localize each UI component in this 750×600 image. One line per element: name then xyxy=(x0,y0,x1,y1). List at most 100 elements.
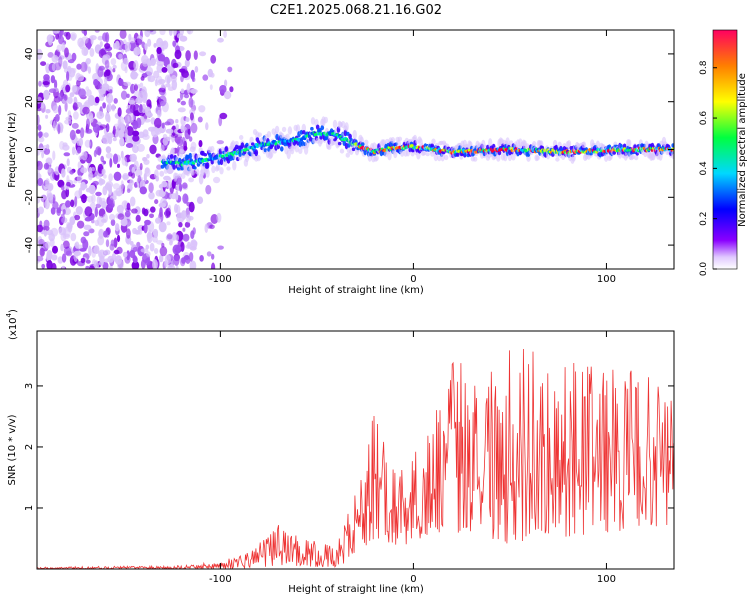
noise-mark xyxy=(185,117,190,123)
x-tick-label: -100 xyxy=(209,274,232,285)
noise-mark xyxy=(124,41,131,52)
signal-halo xyxy=(352,129,357,140)
svg-text:(x104): (x104) xyxy=(5,309,19,340)
noise-mark xyxy=(183,255,190,260)
noise-mark xyxy=(120,180,124,191)
noise-mark xyxy=(39,247,45,257)
noise-mark xyxy=(66,181,71,187)
signal-halo xyxy=(160,144,165,152)
noise-mark xyxy=(154,169,159,180)
noise-mark xyxy=(106,132,114,139)
noise-mark xyxy=(96,195,101,205)
signal-halo xyxy=(257,132,262,137)
noise-mark xyxy=(113,98,118,104)
noise-mark xyxy=(120,150,124,159)
noise-mark xyxy=(105,152,113,159)
noise-mark xyxy=(145,244,150,250)
noise-mark xyxy=(140,259,146,269)
signal-halo xyxy=(177,173,182,178)
noise-mark xyxy=(128,37,137,44)
noise-mark xyxy=(94,219,100,227)
noise-mark xyxy=(120,217,128,227)
noise-mark xyxy=(184,93,190,99)
noise-mark xyxy=(88,170,93,181)
noise-mark xyxy=(175,119,179,124)
noise-mark xyxy=(61,168,66,178)
noise-mark xyxy=(105,93,114,104)
noise-mark xyxy=(143,118,151,123)
signal-edge xyxy=(176,167,181,171)
noise-mark xyxy=(176,138,184,147)
noise-mark xyxy=(190,89,197,94)
noise-mark xyxy=(219,112,228,120)
noise-mark xyxy=(111,104,116,112)
signal-halo xyxy=(286,149,291,160)
signal-halo xyxy=(294,143,299,153)
noise-mark xyxy=(189,146,196,153)
signal-edge xyxy=(193,166,197,170)
noise-mark xyxy=(177,98,181,103)
noise-mark xyxy=(146,232,153,239)
colorbar-tick-label: 0.2 xyxy=(699,212,709,226)
noise-mark xyxy=(159,170,165,177)
noise-mark xyxy=(88,245,92,257)
noise-mark xyxy=(209,224,215,230)
noise-mark xyxy=(96,111,105,120)
signal-halo xyxy=(581,141,587,149)
noise-mark xyxy=(224,79,228,87)
noise-mark xyxy=(88,166,92,174)
noise-mark xyxy=(63,94,68,101)
colorbar-tick-label: 0.4 xyxy=(699,161,709,176)
signal-halo xyxy=(215,163,221,171)
noise-mark xyxy=(166,181,173,189)
noise-mark xyxy=(172,40,177,47)
noise-mark xyxy=(46,34,54,43)
noise-mark xyxy=(87,43,92,50)
noise-mark xyxy=(37,255,44,262)
noise-mark xyxy=(148,182,154,193)
noise-mark xyxy=(105,69,111,77)
noise-mark xyxy=(60,213,65,224)
spectrogram-ticks: -100 0 100 -40 -20 0 20 40 xyxy=(24,30,674,285)
signal-halo xyxy=(327,144,332,150)
noise-mark xyxy=(45,109,51,114)
noise-mark xyxy=(88,184,96,195)
noise-mark xyxy=(52,105,59,114)
noise-mark xyxy=(153,248,159,254)
noise-mark xyxy=(112,64,117,70)
noise-mark xyxy=(184,59,190,68)
noise-mark xyxy=(187,128,191,135)
signal-edge xyxy=(172,164,176,170)
noise-mark xyxy=(67,96,73,105)
noise-mark xyxy=(158,95,167,107)
noise-mark xyxy=(118,78,124,87)
noise-mark xyxy=(97,67,104,78)
noise-mark xyxy=(209,84,213,90)
colorbar-label: Normalized spectral amplitude xyxy=(737,73,748,227)
noise-mark xyxy=(64,47,69,58)
noise-mark xyxy=(66,71,70,82)
noise-mark xyxy=(71,84,76,96)
noise-mark xyxy=(166,233,173,240)
noise-mark xyxy=(117,163,120,168)
noise-mark xyxy=(187,241,191,248)
signal-halo xyxy=(166,164,171,171)
noise-mark xyxy=(104,59,110,69)
noise-mark xyxy=(44,199,50,210)
noise-mark xyxy=(65,200,71,208)
noise-mark xyxy=(80,167,88,174)
noise-mark xyxy=(85,128,93,134)
noise-mark xyxy=(40,61,47,66)
signal-edge xyxy=(302,130,306,135)
signal-edge xyxy=(203,153,208,157)
noise-mark xyxy=(211,262,216,269)
noise-mark xyxy=(217,37,224,43)
signal-halo xyxy=(634,155,639,161)
noise-mark xyxy=(101,200,107,209)
signal-halo xyxy=(555,157,560,162)
noise-mark xyxy=(73,111,79,120)
signal-halo xyxy=(595,140,601,150)
noise-mark xyxy=(51,54,59,63)
noise-mark xyxy=(132,246,141,252)
